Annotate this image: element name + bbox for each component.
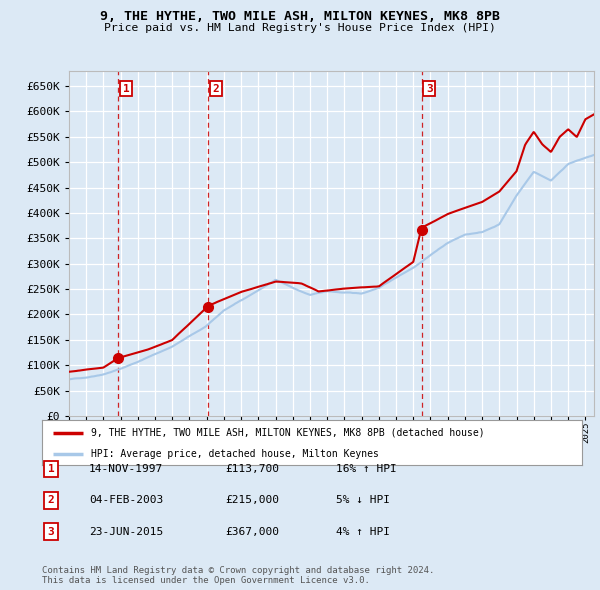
Text: 9, THE HYTHE, TWO MILE ASH, MILTON KEYNES, MK8 8PB: 9, THE HYTHE, TWO MILE ASH, MILTON KEYNE… — [100, 10, 500, 23]
Text: 16% ↑ HPI: 16% ↑ HPI — [336, 464, 397, 474]
Text: £367,000: £367,000 — [225, 527, 279, 536]
Text: 3: 3 — [47, 527, 55, 536]
Text: £113,700: £113,700 — [225, 464, 279, 474]
Text: Price paid vs. HM Land Registry's House Price Index (HPI): Price paid vs. HM Land Registry's House … — [104, 23, 496, 33]
Text: 9, THE HYTHE, TWO MILE ASH, MILTON KEYNES, MK8 8PB (detached house): 9, THE HYTHE, TWO MILE ASH, MILTON KEYNE… — [91, 428, 484, 438]
Text: 2: 2 — [212, 84, 220, 94]
Text: 3: 3 — [426, 84, 433, 94]
Text: 23-JUN-2015: 23-JUN-2015 — [89, 527, 163, 536]
Text: 5% ↓ HPI: 5% ↓ HPI — [336, 496, 390, 505]
Text: 1: 1 — [47, 464, 55, 474]
Text: HPI: Average price, detached house, Milton Keynes: HPI: Average price, detached house, Milt… — [91, 449, 379, 458]
Text: 2: 2 — [47, 496, 55, 505]
Text: 1: 1 — [123, 84, 130, 94]
Text: 04-FEB-2003: 04-FEB-2003 — [89, 496, 163, 505]
Text: 4% ↑ HPI: 4% ↑ HPI — [336, 527, 390, 536]
Text: £215,000: £215,000 — [225, 496, 279, 505]
Text: 14-NOV-1997: 14-NOV-1997 — [89, 464, 163, 474]
Text: Contains HM Land Registry data © Crown copyright and database right 2024.
This d: Contains HM Land Registry data © Crown c… — [42, 566, 434, 585]
